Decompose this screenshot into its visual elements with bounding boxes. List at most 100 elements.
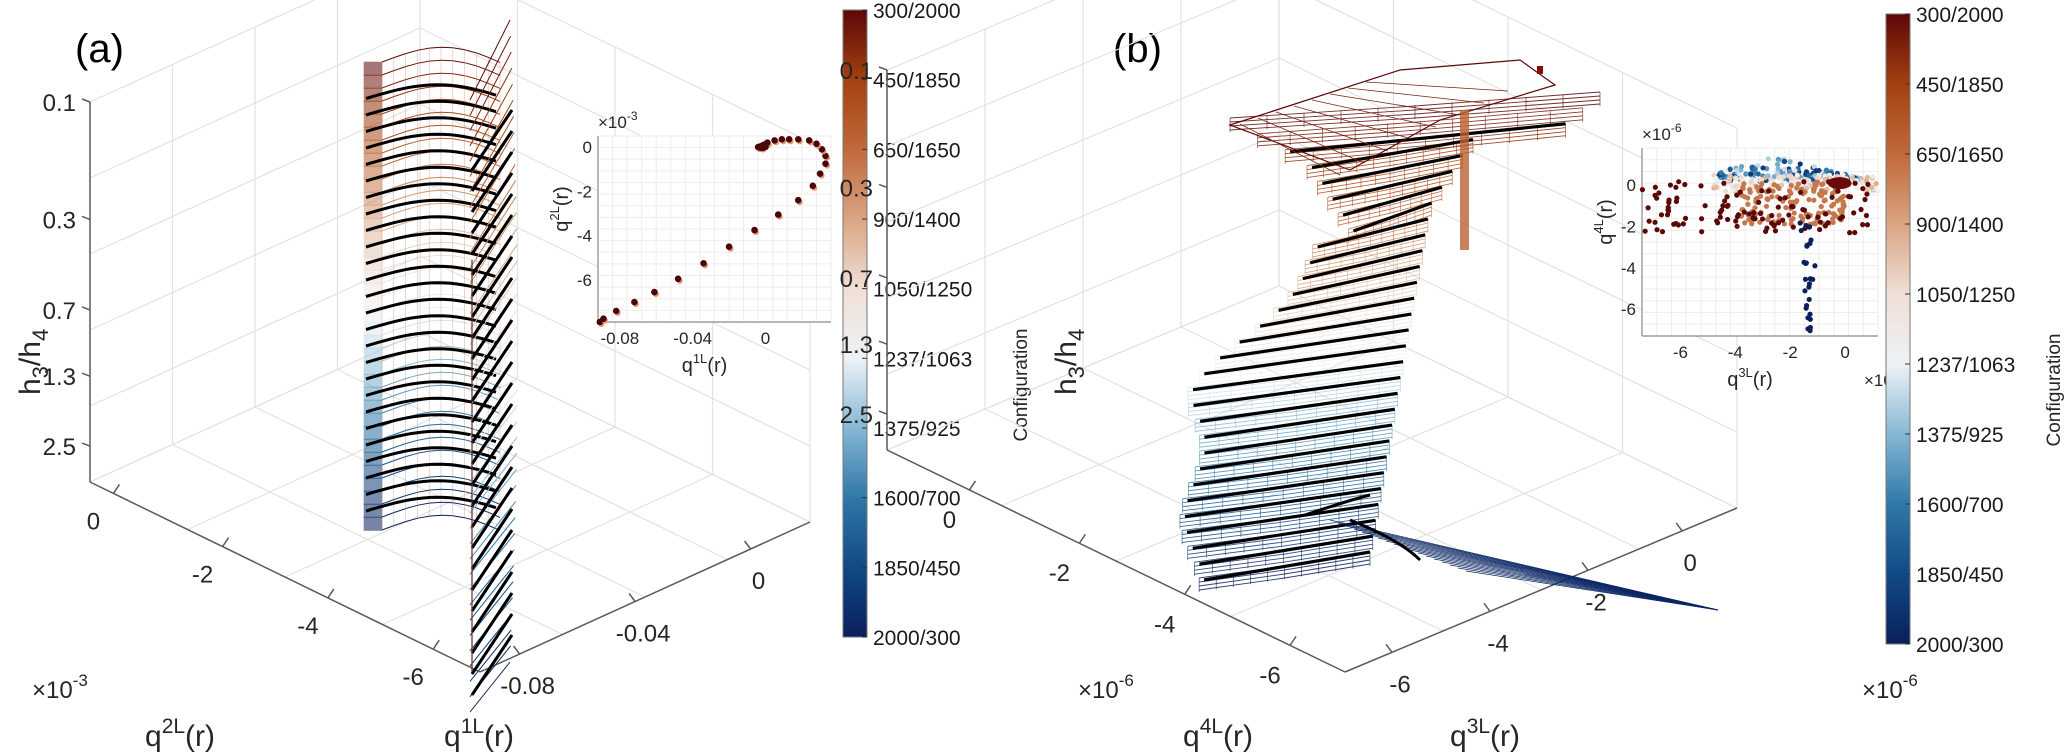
contour-line xyxy=(470,361,514,423)
inset-point xyxy=(1812,221,1818,227)
surface-mesh-line xyxy=(469,212,517,284)
contour-line xyxy=(1193,455,1387,487)
surface-mesh-line xyxy=(1293,105,1413,140)
contour-line xyxy=(470,193,514,255)
inset-point xyxy=(1740,185,1746,191)
contour-line xyxy=(470,592,514,654)
inset-point xyxy=(1659,229,1666,235)
colorbar-tick-label: 1375/925 xyxy=(1916,424,2004,447)
panel-a-z-ticks: 0.1 0.3 0.7 1.3 2.5 xyxy=(43,90,91,461)
backwall-gridline xyxy=(886,57,1280,223)
z-tick-mark xyxy=(81,306,91,311)
inset-point xyxy=(1725,202,1731,208)
contour-line xyxy=(470,403,514,465)
panel-b-3d-axes xyxy=(886,70,1738,673)
panel-a-colorbar-label: Configuration xyxy=(1011,328,1032,441)
panel-b-y-label: q4L(r) xyxy=(1183,715,1253,753)
inset-x-tick-label: -0.04 xyxy=(673,329,712,348)
inset-y-tick-label: 0 xyxy=(583,138,592,157)
y-tick-label: -4 xyxy=(1154,611,1175,638)
inset-point xyxy=(1771,173,1777,180)
inset-point xyxy=(1771,182,1777,188)
surface-mesh-line xyxy=(469,308,519,376)
inset-point xyxy=(1797,161,1803,167)
inset-point xyxy=(1738,163,1745,170)
colorbar-tick-label: 1237/1063 xyxy=(1916,354,2015,377)
y-tick-mark xyxy=(1184,584,1192,595)
colorbar-tick-label: 2000/300 xyxy=(1916,634,2004,657)
surface-mesh-line xyxy=(1329,93,1461,116)
surface-marker xyxy=(1537,66,1543,74)
contour-line xyxy=(470,445,514,507)
backwall-gridline xyxy=(886,0,1238,147)
backwall-gridline xyxy=(419,331,811,523)
z-tick-label: 0.3 xyxy=(43,207,76,234)
y-tick-label: 0 xyxy=(87,508,100,535)
inset-point xyxy=(1745,195,1751,201)
contour-line xyxy=(470,634,514,696)
surface-mesh-line xyxy=(469,565,515,621)
inset-point xyxy=(1870,174,1876,180)
panel-a: (a) 0.10.30.71.32.5 h3/h4 0-2-4-6 ×10-3 … xyxy=(14,0,1032,753)
inset-point xyxy=(1777,196,1783,202)
inset-point xyxy=(1819,181,1825,188)
inset-point xyxy=(1814,175,1820,181)
z-tick-label: 1.3 xyxy=(43,364,76,391)
x-axis-line xyxy=(1344,507,1738,673)
inset-y-exponent: ×10-3 xyxy=(598,109,638,132)
inset-point xyxy=(1865,181,1871,187)
inset-point xyxy=(1673,198,1680,205)
inset-point xyxy=(1801,207,1808,213)
inset-point xyxy=(1746,211,1752,217)
inset-y-tick-label: 0 xyxy=(1627,176,1636,195)
surface-strip-cell xyxy=(363,74,383,89)
inset-point xyxy=(1786,212,1792,218)
contour-line xyxy=(1322,153,1463,186)
inset-point xyxy=(1760,165,1766,171)
inset-point xyxy=(1837,215,1843,222)
inset-point xyxy=(1734,223,1740,229)
inset-point xyxy=(1802,276,1809,282)
contour-line xyxy=(1309,233,1426,265)
x-axis-line xyxy=(479,521,811,673)
contour-line xyxy=(365,231,497,249)
inset-point xyxy=(1790,204,1796,210)
inset-point-cluster xyxy=(754,143,769,152)
inset-point xyxy=(1665,207,1671,213)
inset-point xyxy=(1860,185,1866,192)
inset-point xyxy=(1742,220,1748,226)
contour-line xyxy=(1317,217,1429,249)
inset-point xyxy=(1802,189,1808,195)
surface-mesh-line xyxy=(469,132,515,208)
inset-point xyxy=(1835,188,1841,194)
z-tick-label: 0.7 xyxy=(840,266,873,293)
colorbar-tick-label: 1237/1063 xyxy=(873,348,972,371)
inset-point xyxy=(1864,222,1871,228)
inset-point xyxy=(1652,192,1658,198)
inset-point xyxy=(1746,186,1753,193)
surface-mesh-line xyxy=(469,276,519,346)
inset-x-tick-label: -0.08 xyxy=(600,329,639,348)
surface-mesh-line xyxy=(469,260,518,330)
backwall-gridline xyxy=(517,0,811,143)
inset-point xyxy=(1727,173,1733,179)
inset-point xyxy=(1717,209,1723,215)
backwall-gridline xyxy=(886,0,1056,71)
inset-point xyxy=(794,196,802,204)
surface-mesh-line xyxy=(469,436,518,499)
colorbar-gradient xyxy=(1885,13,1911,645)
inset-point xyxy=(1769,212,1775,219)
inset-point xyxy=(1720,203,1726,209)
inset-point xyxy=(1806,224,1813,230)
contour-line xyxy=(470,550,514,612)
backwall-gridline xyxy=(1278,209,1738,433)
inset-point xyxy=(700,260,707,267)
contour-line xyxy=(1311,138,1474,170)
x-tick-mark xyxy=(1581,561,1589,571)
inset-point xyxy=(1775,204,1781,210)
y-axis-line xyxy=(89,481,481,673)
contour-line xyxy=(1278,280,1418,312)
contour-line xyxy=(470,319,514,381)
panel-b-colorbar: 300/2000 450/1850 650/1650 900/1400 1050/125… xyxy=(1885,4,2015,657)
